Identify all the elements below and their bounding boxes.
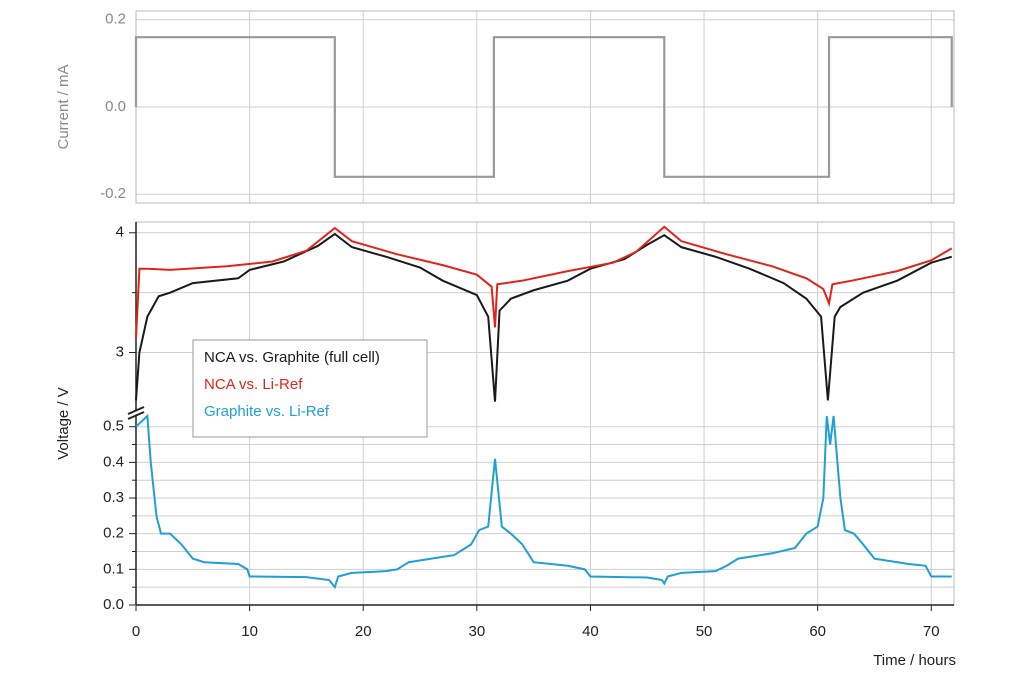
legend: NCA vs. Graphite (full cell) NCA vs. Li-R… <box>192 339 428 438</box>
axis-break <box>127 406 145 420</box>
x-tick-label: 10 <box>241 623 258 640</box>
y-axis-label: Current / mA <box>55 64 72 149</box>
y-tick-label: 3 <box>116 343 124 360</box>
y-tick-label: 0.0 <box>105 98 126 115</box>
y-tick-label: 0.4 <box>103 453 124 470</box>
x-tick-label: 0 <box>132 623 140 640</box>
y-tick-label: 0.0 <box>103 596 124 613</box>
x-axis-label: Time / hours <box>873 652 956 669</box>
y-tick-label: 0.2 <box>103 525 124 542</box>
axis-break-gap <box>126 410 146 416</box>
legend-box <box>192 339 428 438</box>
y-tick-label: -0.2 <box>100 185 126 202</box>
x-tick-label: 30 <box>468 623 485 640</box>
current-line <box>134 36 953 178</box>
y-axis-label: Voltage / V <box>55 387 72 460</box>
x-tick-label: 40 <box>582 623 599 640</box>
y-tick-label: 0.1 <box>103 560 124 577</box>
x-tick-label: 60 <box>809 623 826 640</box>
voltage-line <box>135 232 953 402</box>
y-tick-label: 0.3 <box>103 489 124 506</box>
y-tick-label: 0.5 <box>103 418 124 435</box>
x-tick-label: 70 <box>923 623 940 640</box>
legend-entry: NCA vs. Li-Ref <box>204 376 303 393</box>
voltage-line <box>135 413 952 590</box>
legend-entry: NCA vs. Graphite (full cell) <box>204 349 380 366</box>
voltage-line <box>135 225 953 339</box>
y-tick-label: 0.2 <box>105 11 126 28</box>
legend-entry: Graphite vs. Li-Ref <box>204 403 330 420</box>
y-tick-label: 4 <box>116 224 124 241</box>
x-tick-label: 50 <box>696 623 713 640</box>
x-tick-label: 20 <box>355 623 372 640</box>
